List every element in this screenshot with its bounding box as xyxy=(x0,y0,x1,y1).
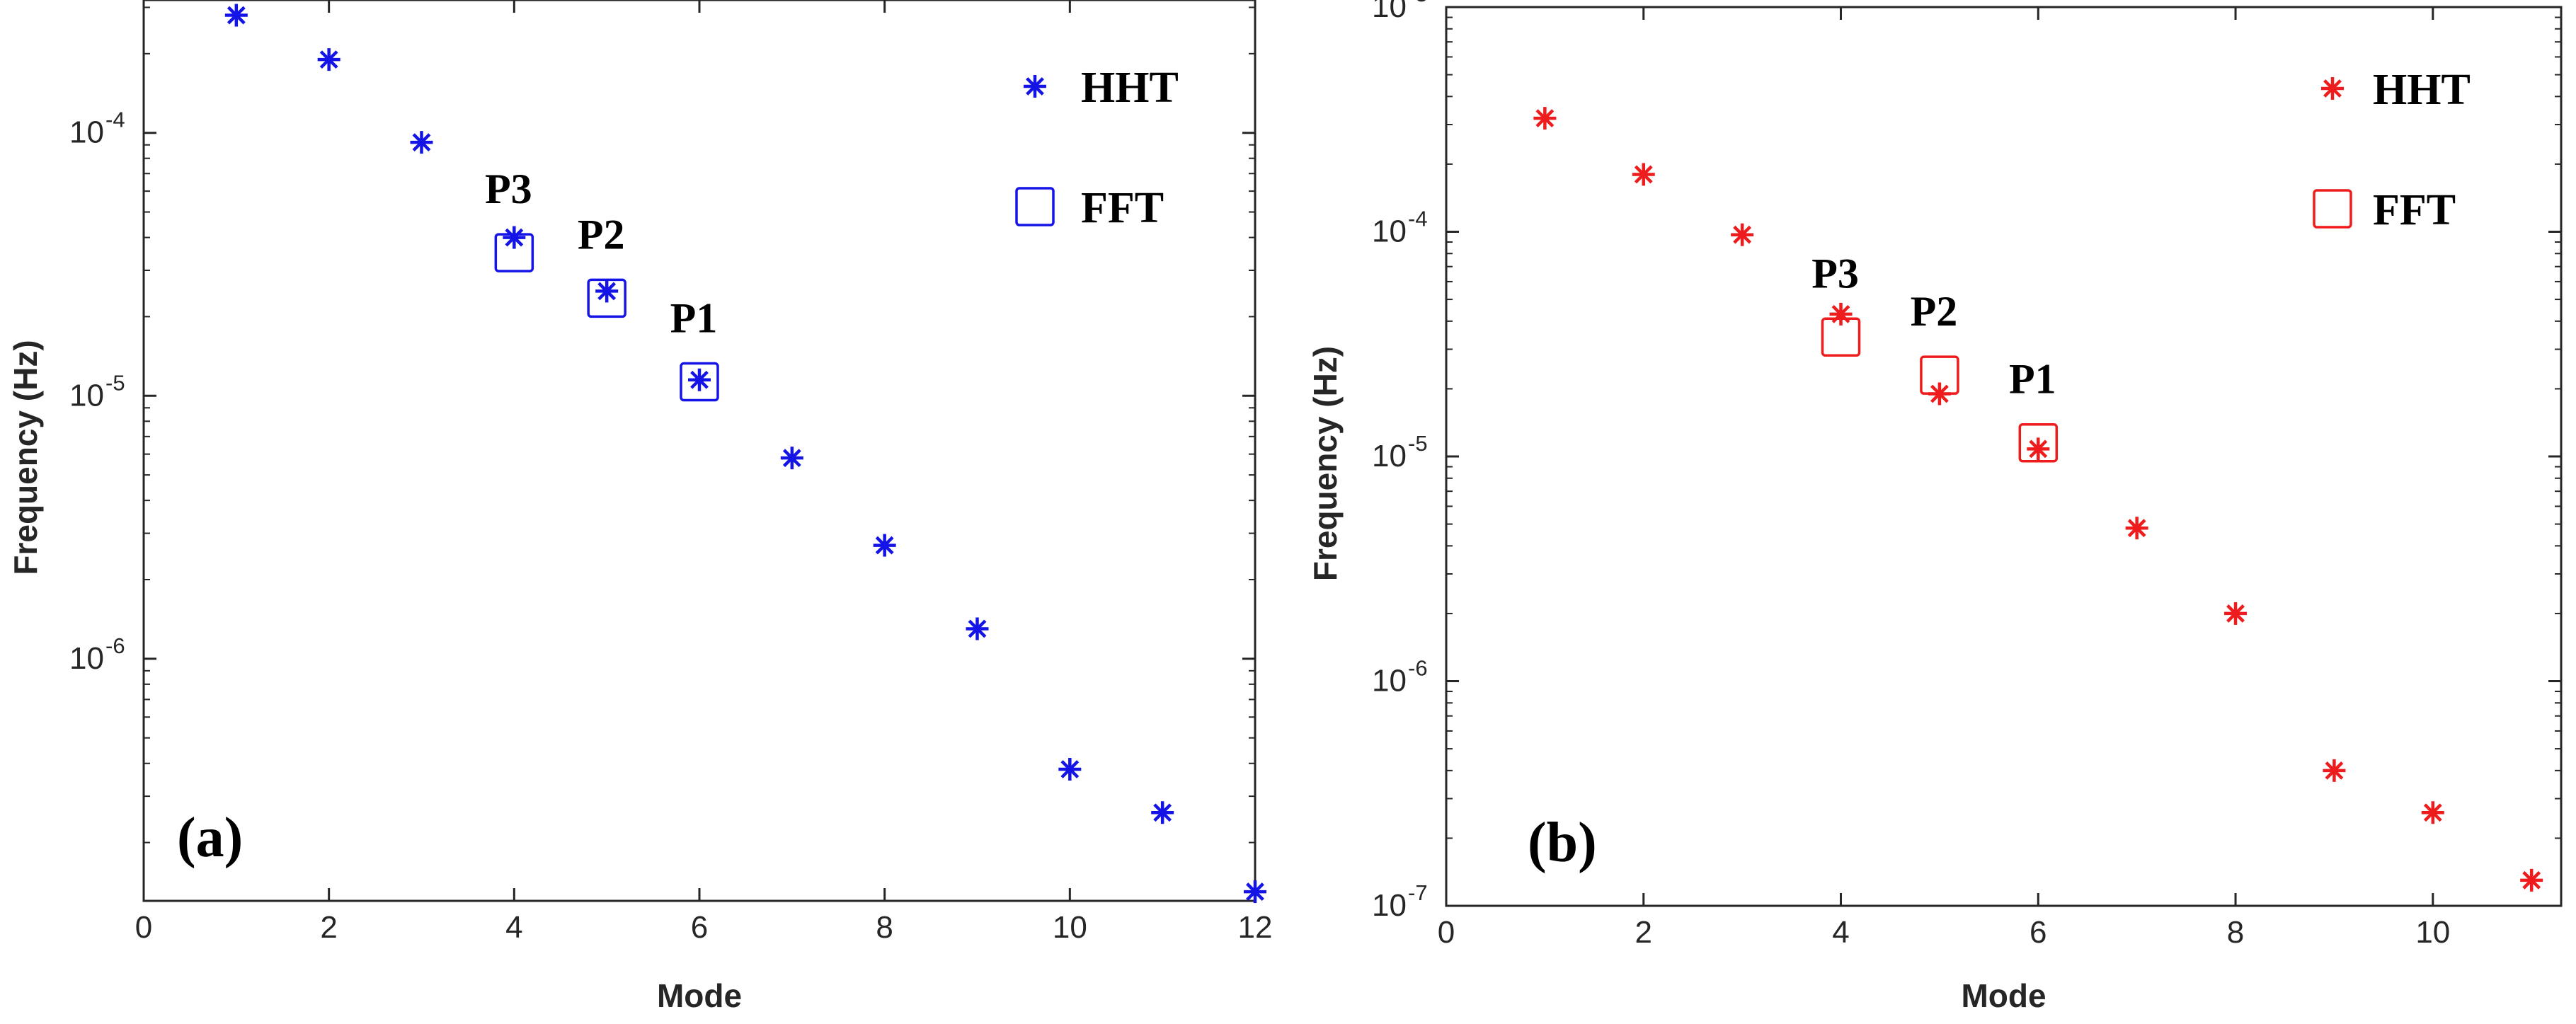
data-point-hht xyxy=(2027,437,2050,461)
x-tick-label: 10 xyxy=(1053,910,1087,945)
y-tick-exponent: -5 xyxy=(105,370,125,395)
peak-annotation: P3 xyxy=(485,166,532,212)
x-tick-label: 12 xyxy=(1238,910,1273,945)
x-tick-label: 4 xyxy=(1832,915,1849,950)
panel-b: 024681010-710-610-510-410-3ModeFrequency… xyxy=(1307,0,2563,1014)
legend: HHT FFT xyxy=(2313,66,2471,234)
y-tick-label: 10 xyxy=(69,115,104,150)
data-point-fft xyxy=(1920,355,1959,395)
series-fft xyxy=(494,233,719,402)
data-point-hht xyxy=(503,226,526,249)
data-point-hht xyxy=(595,280,619,303)
data-point-hht xyxy=(2520,868,2543,892)
legend: HHT FFT xyxy=(1015,64,1179,232)
peak-annotation: P2 xyxy=(578,211,625,258)
y-tick-label: 10 xyxy=(1372,664,1407,698)
data-point-fft xyxy=(680,362,719,402)
y-tick-label: 10 xyxy=(69,378,104,413)
y-tick-label: 10 xyxy=(1372,0,1407,24)
plot-area-frame xyxy=(1445,6,2563,907)
x-tick-label: 2 xyxy=(320,910,337,945)
y-tick-label: 10 xyxy=(1372,439,1407,473)
panel-label: (b) xyxy=(1528,812,1597,874)
data-point-hht xyxy=(317,48,340,71)
data-point-hht xyxy=(1533,107,1557,130)
x-tick-label: 8 xyxy=(2227,915,2244,950)
x-axis-label: Mode xyxy=(657,977,742,1014)
y-tick-exponent: -6 xyxy=(105,633,125,658)
x-tick-label: 10 xyxy=(2415,915,2450,950)
legend-label-fft: FFT xyxy=(2373,186,2456,234)
y-tick-exponent: -3 xyxy=(1408,0,1428,6)
legend-marker-fft xyxy=(1015,187,1055,226)
series-fft xyxy=(1821,317,2059,463)
series-hht xyxy=(224,4,1266,904)
y-tick-label: 10 xyxy=(69,641,104,676)
y-axis-label: Frequency (Hz) xyxy=(7,340,44,575)
data-point-fft xyxy=(587,278,626,318)
y-tick-exponent: -5 xyxy=(1408,431,1428,456)
y-tick-exponent: -7 xyxy=(1408,880,1428,905)
legend-label-hht: HHT xyxy=(2373,66,2471,114)
peak-annotation: P2 xyxy=(1911,288,1958,335)
x-tick-label: 8 xyxy=(876,910,893,945)
data-point-fft xyxy=(494,233,534,272)
y-tick-exponent: -4 xyxy=(105,108,125,132)
x-tick-label: 2 xyxy=(1635,915,1652,950)
data-point-hht xyxy=(2323,759,2346,782)
legend-marker-fft xyxy=(2313,189,2352,229)
data-point-hht xyxy=(1058,757,1082,781)
data-point-hht xyxy=(2224,602,2248,625)
data-point-hht xyxy=(2421,801,2444,824)
legend-marker-hht xyxy=(1024,75,1046,98)
x-tick-label: 0 xyxy=(135,910,152,945)
data-point-hht xyxy=(780,447,803,470)
legend-label-hht: HHT xyxy=(1081,64,1179,112)
series-hht xyxy=(1533,107,2543,892)
peak-annotation: P3 xyxy=(1811,250,1859,297)
data-point-hht xyxy=(873,534,896,557)
y-tick-exponent: -6 xyxy=(1408,656,1428,681)
data-point-hht xyxy=(1731,223,1754,246)
data-point-fft xyxy=(1821,317,1861,357)
peak-annotation: P1 xyxy=(670,295,718,342)
x-tick-label: 6 xyxy=(2030,915,2047,950)
data-point-hht xyxy=(966,617,989,640)
plot-area-frame xyxy=(142,0,1256,902)
y-tick-exponent: -4 xyxy=(1408,207,1428,231)
data-point-hht xyxy=(2125,517,2148,540)
panel-label: (a) xyxy=(177,807,243,869)
data-point-hht xyxy=(410,131,433,154)
data-point-hht xyxy=(1151,801,1174,824)
data-point-hht xyxy=(1244,880,1266,904)
x-tick-label: 0 xyxy=(1438,915,1455,950)
legend-label-fft: FFT xyxy=(1081,184,1164,232)
x-axis-label: Mode xyxy=(1961,977,2046,1014)
y-tick-label: 10 xyxy=(1372,888,1407,923)
y-axis-label: Frequency (Hz) xyxy=(1307,346,1344,581)
data-point-hht xyxy=(224,4,248,27)
peak-annotation: P1 xyxy=(2009,356,2056,403)
legend-marker-hht xyxy=(2321,77,2344,100)
data-point-fft xyxy=(2018,422,2059,463)
data-point-hht xyxy=(1632,163,1655,186)
y-tick-label: 10 xyxy=(1372,214,1407,249)
x-tick-label: 4 xyxy=(505,910,522,945)
data-point-hht xyxy=(1829,302,1853,326)
data-point-hht xyxy=(688,368,711,391)
x-tick-label: 6 xyxy=(691,910,708,945)
